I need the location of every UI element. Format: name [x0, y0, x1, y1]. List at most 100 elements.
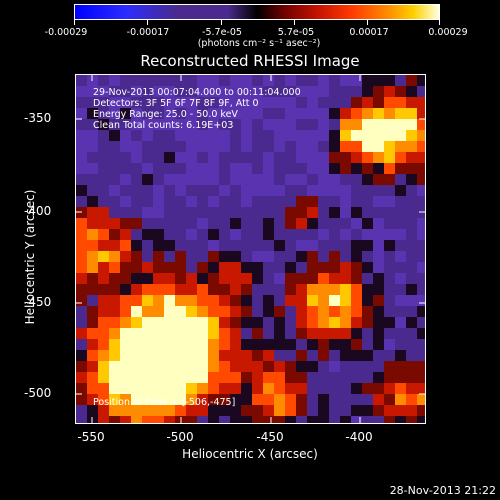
map-pixel [362, 97, 373, 108]
map-pixel [208, 130, 219, 141]
map-pixel [318, 108, 329, 119]
map-pixel [219, 361, 230, 372]
map-pixel [186, 86, 197, 97]
map-pixel [230, 416, 241, 423]
map-pixel [153, 86, 164, 97]
map-pixel [296, 130, 307, 141]
map-pixel [197, 328, 208, 339]
map-pixel [373, 350, 384, 361]
map-pixel [131, 130, 142, 141]
map-pixel [263, 174, 274, 185]
map-pixel [406, 328, 417, 339]
map-pixel [219, 218, 230, 229]
map-pixel [252, 240, 263, 251]
map-pixel [186, 350, 197, 361]
map-pixel [164, 174, 175, 185]
map-pixel [153, 152, 164, 163]
map-pixel [241, 328, 252, 339]
map-pixel [98, 108, 109, 119]
map-pixel [285, 273, 296, 284]
colorbar-tick [439, 20, 440, 25]
map-pixel [197, 361, 208, 372]
map-pixel [373, 306, 384, 317]
map-pixel [406, 251, 417, 262]
map-pixel [241, 152, 252, 163]
map-pixel [241, 108, 252, 119]
map-pixel [175, 108, 186, 119]
map-pixel [395, 185, 406, 196]
map-pixel [131, 405, 142, 416]
map-pixel [417, 328, 425, 339]
map-pixel [329, 130, 340, 141]
map-pixel [384, 394, 395, 405]
map-pixel [241, 405, 252, 416]
map-pixel [285, 75, 296, 86]
map-pixel [131, 97, 142, 108]
map-pixel [406, 218, 417, 229]
map-pixel [307, 339, 318, 350]
map-pixel [153, 240, 164, 251]
map-pixel [120, 361, 131, 372]
map-pixel [296, 372, 307, 383]
map-pixel [175, 361, 186, 372]
map-pixel [263, 394, 274, 405]
map-pixel [197, 185, 208, 196]
map-pixel [362, 174, 373, 185]
map-pixel [329, 174, 340, 185]
map-pixel [351, 383, 362, 394]
map-pixel [186, 339, 197, 350]
map-pixel [219, 141, 230, 152]
map-pixel [406, 262, 417, 273]
map-pixel [340, 130, 351, 141]
map-pixel [395, 130, 406, 141]
map-pixel [340, 394, 351, 405]
map-pixel [219, 130, 230, 141]
map-pixel [230, 394, 241, 405]
map-pixel [98, 229, 109, 240]
plot-title: Reconstructed RHESSI Image [140, 52, 360, 70]
map-pixel [142, 273, 153, 284]
map-pixel [351, 251, 362, 262]
map-pixel [318, 328, 329, 339]
map-pixel [263, 273, 274, 284]
map-pixel [87, 405, 98, 416]
map-pixel [373, 251, 384, 262]
map-pixel [351, 284, 362, 295]
map-pixel [87, 328, 98, 339]
map-pixel [384, 97, 395, 108]
map-pixel [384, 339, 395, 350]
map-pixel [417, 405, 425, 416]
map-pixel [340, 295, 351, 306]
map-pixel [153, 383, 164, 394]
map-pixel [263, 306, 274, 317]
map-pixel [76, 383, 87, 394]
map-pixel [219, 251, 230, 262]
map-pixel [142, 361, 153, 372]
map-pixel [395, 218, 406, 229]
map-pixel [384, 284, 395, 295]
map-pixel [98, 383, 109, 394]
map-pixel [252, 350, 263, 361]
map-pixel [98, 372, 109, 383]
map-pixel [329, 185, 340, 196]
map-pixel [285, 383, 296, 394]
map-pixel [98, 295, 109, 306]
map-pixel [362, 141, 373, 152]
map-pixel [241, 86, 252, 97]
map-pixel [252, 185, 263, 196]
map-pixel [296, 185, 307, 196]
map-pixel [406, 75, 417, 86]
map-pixel [109, 141, 120, 152]
map-pixel [285, 141, 296, 152]
map-pixel [274, 163, 285, 174]
map-pixel [318, 97, 329, 108]
map-pixel [153, 273, 164, 284]
map-pixel [263, 141, 274, 152]
map-pixel [340, 163, 351, 174]
map-pixel [274, 185, 285, 196]
map-pixel [406, 152, 417, 163]
map-pixel [98, 394, 109, 405]
map-pixel [395, 240, 406, 251]
map-pixel [142, 394, 153, 405]
map-pixel [120, 317, 131, 328]
